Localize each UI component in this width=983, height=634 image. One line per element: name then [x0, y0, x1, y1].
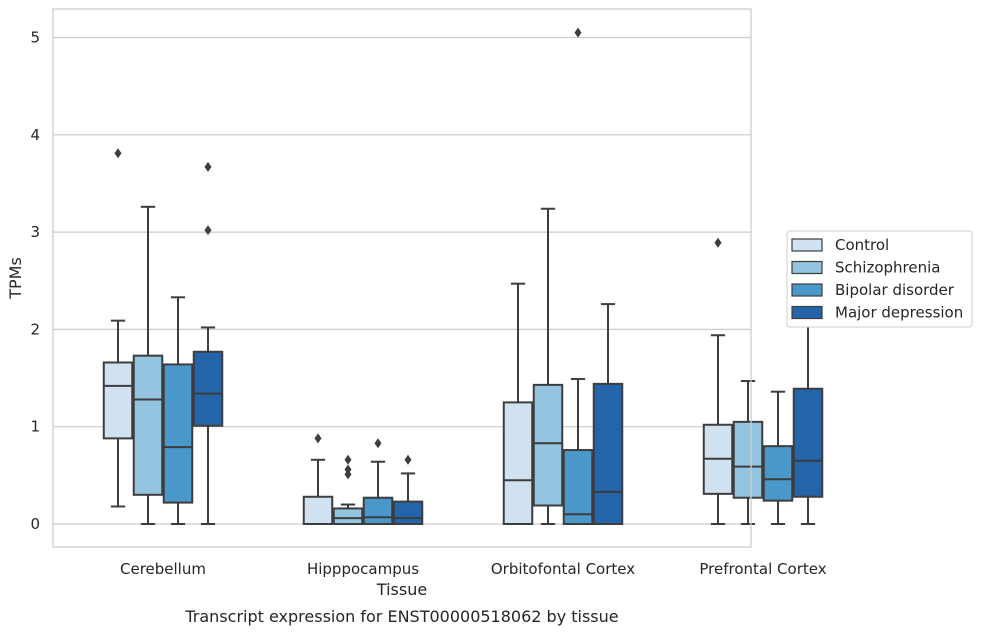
x-tick-label: Orbitofontal Cortex	[491, 560, 635, 578]
box	[502, 401, 534, 525]
box-series-group	[102, 27, 824, 526]
box	[532, 383, 564, 507]
outlier-point	[374, 438, 382, 449]
legend-label: Schizophrenia	[835, 259, 940, 277]
y-tick-label: 5	[30, 29, 40, 47]
box	[362, 496, 394, 526]
legend-swatch	[791, 238, 823, 252]
box	[792, 387, 824, 498]
legend: Control Schizophrenia Bipolar disorder Majo…	[786, 230, 973, 328]
box	[302, 495, 334, 526]
legend-swatch	[791, 283, 823, 297]
box	[102, 361, 134, 440]
outlier-point	[204, 225, 212, 236]
y-tick-labels: 0 1 2 3 4 5	[30, 29, 40, 534]
x-axis-label: Tissue	[376, 580, 427, 599]
box	[392, 500, 424, 526]
legend-label: Bipolar disorder	[835, 281, 955, 299]
y-axis-label: TPMs	[6, 257, 25, 300]
x-tick-label: Prefrontal Cortex	[699, 560, 826, 578]
outlier-point	[574, 27, 582, 38]
legend-swatch	[791, 260, 823, 275]
chart-caption: Transcript expression for ENST0000051806…	[184, 607, 618, 626]
outlier-point	[344, 464, 352, 475]
legend-label: Major depression	[835, 304, 963, 322]
box	[192, 350, 224, 427]
outlier-point	[114, 148, 122, 159]
legend-label: Control	[835, 236, 889, 254]
legend-swatch	[791, 305, 823, 320]
box	[762, 445, 794, 502]
box	[562, 449, 594, 525]
y-tick-label: 1	[30, 418, 40, 436]
box	[732, 420, 764, 499]
legend-frame	[786, 230, 973, 328]
box	[592, 382, 624, 525]
x-tick-labels: Cerebellum Hipppocampus Orbitofontal Corte…	[120, 560, 827, 578]
y-tick-label: 2	[30, 320, 40, 338]
box	[332, 507, 364, 526]
plot-frame	[52, 8, 752, 548]
outlier-point	[344, 454, 352, 465]
y-tick-label: 3	[30, 223, 40, 241]
y-tick-label: 4	[30, 126, 40, 144]
outlier-point	[714, 237, 722, 248]
outlier-point	[314, 433, 322, 444]
outlier-point	[204, 161, 212, 172]
x-tick-label: Hipppocampus	[307, 560, 419, 578]
box	[162, 363, 194, 504]
x-tick-label: Cerebellum	[120, 560, 206, 578]
outlier-point	[404, 454, 412, 465]
y-tick-label: 0	[30, 515, 40, 533]
box	[132, 354, 164, 496]
